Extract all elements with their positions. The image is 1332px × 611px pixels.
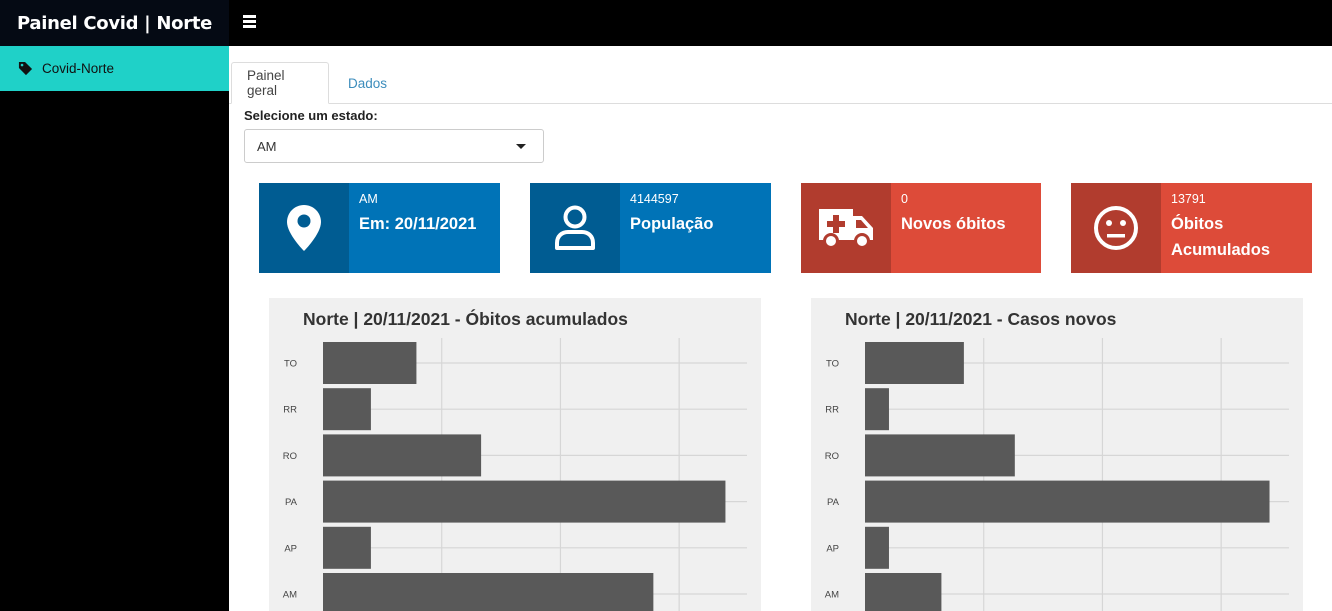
tick-label-ro: RO xyxy=(283,451,297,462)
sidebar-item-label: Covid-Norte xyxy=(42,61,115,76)
chart-plot: TO RR RO PA AP AM xyxy=(283,338,747,611)
bar-am xyxy=(323,573,654,611)
bar-ap xyxy=(323,526,371,569)
bar-am xyxy=(865,573,942,611)
infobox-new-deaths-text: Novos óbitos xyxy=(901,215,1006,233)
state-select[interactable]: AM xyxy=(244,129,544,163)
tick-label-ro: RO xyxy=(825,451,839,462)
infobox-population: 4144597 População xyxy=(530,183,771,273)
meh-face-icon xyxy=(1094,206,1138,250)
infobox-new-deaths-number: 0 xyxy=(901,192,908,206)
tick-label-rr: RR xyxy=(825,405,839,416)
sidebar: Painel Covid | Norte Covid-Norte xyxy=(0,0,229,611)
map-marker-icon xyxy=(287,205,321,251)
brand-title[interactable]: Painel Covid | Norte xyxy=(0,0,229,46)
tick-label-pa: PA xyxy=(285,497,298,508)
infobox-state: AM Em: 20/11/2021 xyxy=(259,183,500,273)
chart-title: Norte | 20/11/2021 - Casos novos xyxy=(845,309,1117,329)
infobox-state-number: AM xyxy=(359,192,378,206)
tick-label-am: AM xyxy=(283,590,297,601)
bar-to xyxy=(865,342,964,384)
infobox-population-text: População xyxy=(630,215,714,233)
bar-pa xyxy=(323,480,726,523)
tick-label-to: TO xyxy=(284,359,297,370)
chevron-down-icon xyxy=(516,144,526,149)
chart-plot: TO RR RO PA AP AM xyxy=(825,338,1289,611)
bar-ap xyxy=(865,526,889,569)
tab-painel-geral[interactable]: Painel geral xyxy=(231,62,329,104)
chart-deaths-accumulated: Norte | 20/11/2021 - Óbitos acumulados T… xyxy=(269,298,761,611)
infobox-population-number: 4144597 xyxy=(630,192,679,206)
infobox-total-deaths-number: 13791 xyxy=(1171,192,1206,206)
chart-title: Norte | 20/11/2021 - Óbitos acumulados xyxy=(303,309,628,329)
infobox-total-deaths-text: Óbitos Acumulados xyxy=(1171,215,1271,259)
bar-ro xyxy=(323,434,482,477)
infobox-state-text: Em: 20/11/2021 xyxy=(359,215,477,233)
tag-icon xyxy=(18,61,33,76)
tab-dados[interactable]: Dados xyxy=(348,75,388,91)
bar-to xyxy=(323,342,417,384)
menu-toggle-icon[interactable] xyxy=(243,15,257,29)
tick-label-pa: PA xyxy=(827,497,840,508)
tick-label-am: AM xyxy=(825,590,839,601)
state-select-value: AM xyxy=(257,138,277,154)
user-icon xyxy=(555,205,595,250)
infobox-new-deaths: 0 Novos óbitos xyxy=(801,183,1041,273)
top-header xyxy=(229,0,1332,46)
bar-rr xyxy=(865,388,889,431)
bar-rr xyxy=(323,388,371,431)
bar-pa xyxy=(865,480,1270,523)
tick-label-ap: AP xyxy=(826,543,839,554)
ambulance-icon xyxy=(819,209,873,249)
tab-bar: Painel geral Dados xyxy=(229,62,1332,104)
tick-label-to: TO xyxy=(826,359,839,370)
sidebar-item-covid-norte[interactable]: Covid-Norte xyxy=(0,46,229,91)
chart-new-cases: Norte | 20/11/2021 - Casos novos TO RR RO P… xyxy=(811,298,1303,611)
tick-label-ap: AP xyxy=(284,543,297,554)
bar-ro xyxy=(865,434,1015,477)
grid xyxy=(865,338,1289,611)
tick-label-rr: RR xyxy=(283,405,297,416)
main-content: Painel geral Dados Selecione um estado: … xyxy=(229,46,1332,611)
infobox-total-deaths: 13791 Óbitos Acumulados xyxy=(1071,183,1312,273)
state-select-label: Selecione um estado: xyxy=(244,108,378,123)
